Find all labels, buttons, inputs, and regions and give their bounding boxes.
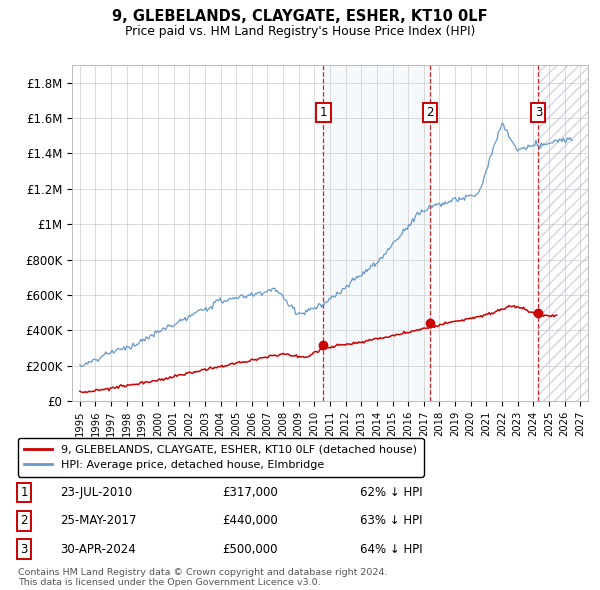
Text: 25-MAY-2017: 25-MAY-2017 [60,514,137,527]
Text: 23-JUL-2010: 23-JUL-2010 [60,486,132,499]
Text: 1: 1 [320,106,327,119]
Text: 3: 3 [20,543,28,556]
Text: 30-APR-2024: 30-APR-2024 [60,543,136,556]
Text: 1: 1 [20,486,28,499]
Text: 9, GLEBELANDS, CLAYGATE, ESHER, KT10 0LF: 9, GLEBELANDS, CLAYGATE, ESHER, KT10 0LF [112,9,488,24]
Text: 63% ↓ HPI: 63% ↓ HPI [360,514,422,527]
Legend: 9, GLEBELANDS, CLAYGATE, ESHER, KT10 0LF (detached house), HPI: Average price, d: 9, GLEBELANDS, CLAYGATE, ESHER, KT10 0LF… [17,438,424,477]
Bar [538,65,588,401]
Bar [323,65,430,401]
Text: £500,000: £500,000 [222,543,277,556]
Text: This data is licensed under the Open Government Licence v3.0.: This data is licensed under the Open Gov… [18,578,320,587]
Text: £317,000: £317,000 [222,486,278,499]
Text: 62% ↓ HPI: 62% ↓ HPI [360,486,422,499]
Text: 2: 2 [427,106,434,119]
Text: £440,000: £440,000 [222,514,278,527]
Bar [538,65,588,401]
Text: Contains HM Land Registry data © Crown copyright and database right 2024.: Contains HM Land Registry data © Crown c… [18,568,388,577]
Text: Price paid vs. HM Land Registry's House Price Index (HPI): Price paid vs. HM Land Registry's House … [125,25,475,38]
Text: 3: 3 [535,106,542,119]
Text: 64% ↓ HPI: 64% ↓ HPI [360,543,422,556]
Text: 2: 2 [20,514,28,527]
